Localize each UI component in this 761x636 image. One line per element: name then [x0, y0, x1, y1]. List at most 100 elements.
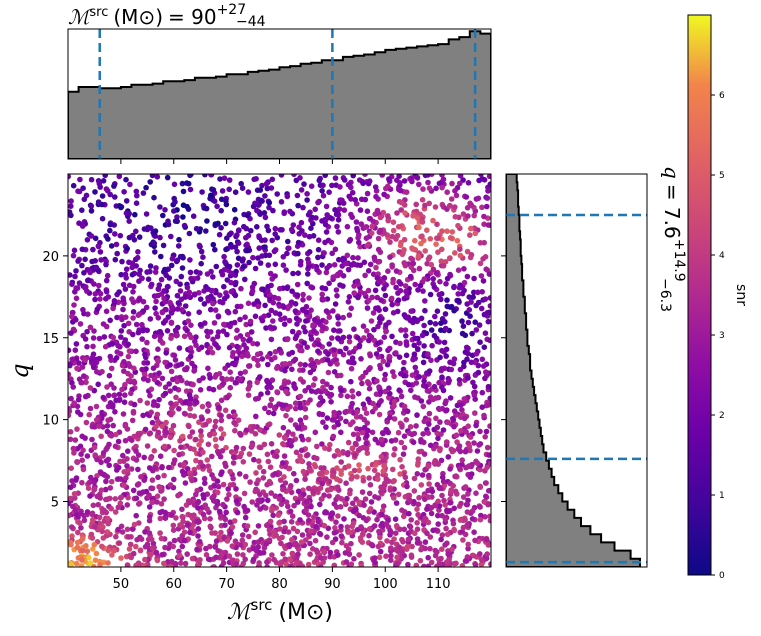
- scatter-point: [256, 560, 262, 566]
- scatter-point: [487, 423, 491, 429]
- scatter-point: [85, 485, 92, 492]
- scatter-point: [108, 365, 115, 372]
- scatter-point: [457, 180, 463, 187]
- scatter-point: [302, 406, 309, 412]
- scatter-point: [443, 408, 449, 414]
- scatter-point: [459, 457, 466, 463]
- scatter-point: [122, 337, 129, 343]
- right-y-ticks: [501, 255, 506, 502]
- scatter-point: [257, 491, 263, 498]
- scatter-point: [486, 174, 491, 180]
- scatter-point: [209, 472, 215, 478]
- scatter-point: [456, 377, 463, 383]
- scatter-point: [120, 306, 126, 313]
- top-title-unit: (M⊙): [113, 5, 163, 29]
- scatter-point: [424, 388, 431, 394]
- scatter-point: [118, 494, 125, 501]
- scatter-point: [152, 464, 158, 471]
- scatter-point: [240, 445, 247, 452]
- scatter-point: [204, 271, 211, 277]
- scatter-point: [449, 180, 455, 187]
- scatter-point: [385, 213, 391, 219]
- scatter-point: [96, 423, 102, 430]
- scatter-point: [358, 356, 364, 362]
- scatter-point: [432, 313, 438, 320]
- scatter-point: [239, 537, 246, 544]
- scatter-point: [406, 497, 413, 504]
- scatter-point: [246, 533, 252, 540]
- scatter-point: [79, 457, 85, 464]
- scatter-point: [99, 193, 106, 199]
- scatter-point: [295, 270, 302, 277]
- scatter-point: [370, 400, 376, 407]
- scatter-point: [153, 298, 159, 305]
- scatter-point: [266, 204, 272, 211]
- scatter-point: [305, 485, 312, 492]
- scatter-point: [76, 280, 83, 286]
- scatter-point: [465, 463, 472, 470]
- scatter-point: [149, 477, 156, 483]
- scatter-point: [110, 422, 116, 429]
- scatter-point: [388, 557, 394, 563]
- scatter-point: [335, 315, 342, 321]
- scatter-point: [70, 445, 77, 452]
- scatter-point: [476, 322, 483, 328]
- scatter-point: [172, 385, 178, 392]
- scatter-point: [385, 268, 391, 275]
- scatter-point: [212, 423, 218, 430]
- scatter-point: [333, 519, 339, 525]
- scatter-point: [285, 238, 291, 245]
- scatter-point: [140, 489, 146, 495]
- scatter-point: [378, 453, 385, 460]
- scatter-point: [102, 343, 109, 350]
- top-title-plus: +27: [217, 2, 247, 18]
- scatter-point: [355, 335, 361, 341]
- scatter-point: [164, 328, 171, 334]
- scatter-point: [96, 335, 103, 342]
- scatter-point: [246, 451, 253, 457]
- scatter-point: [387, 390, 393, 397]
- scatter-point: [130, 331, 136, 338]
- scatter-point: [116, 391, 123, 398]
- scatter-point: [295, 343, 301, 349]
- scatter-point: [292, 400, 299, 407]
- scatter-point: [281, 321, 288, 328]
- scatter-point: [413, 201, 420, 208]
- scatter-point: [486, 452, 491, 458]
- scatter-point: [248, 227, 254, 234]
- scatter-point: [202, 480, 208, 487]
- scatter-point: [307, 540, 313, 547]
- scatter-point: [221, 175, 228, 181]
- scatter-point: [255, 362, 261, 369]
- scatter-point: [186, 423, 192, 430]
- scatter-point: [322, 388, 329, 394]
- scatter-point: [317, 501, 323, 508]
- scatter-point: [268, 396, 275, 403]
- scatter-point: [407, 523, 414, 530]
- scatter-point: [87, 493, 93, 499]
- scatter-point: [485, 402, 491, 408]
- scatter-point: [219, 448, 226, 454]
- scatter-point: [289, 366, 295, 373]
- scatter-point: [72, 507, 79, 513]
- scatter-point: [397, 456, 403, 463]
- scatter-point: [270, 299, 277, 306]
- scatter-point: [226, 186, 232, 193]
- scatter-point: [322, 221, 329, 228]
- scatter-point: [342, 550, 349, 556]
- scatter-point: [422, 539, 429, 545]
- colorbar-tick-label: 0: [719, 571, 725, 581]
- scatter-point: [327, 553, 333, 560]
- scatter-point: [421, 451, 428, 457]
- scatter-point: [234, 509, 241, 516]
- scatter-point: [107, 191, 113, 198]
- scatter-point: [316, 319, 323, 325]
- scatter-point: [331, 453, 338, 459]
- scatter-point: [450, 520, 457, 527]
- scatter-point: [438, 296, 444, 303]
- scatter-point: [445, 454, 452, 460]
- scatter-point: [119, 258, 125, 265]
- y-tick-label: 10: [42, 414, 59, 429]
- scatter-point: [291, 502, 297, 509]
- scatter-point: [112, 509, 119, 515]
